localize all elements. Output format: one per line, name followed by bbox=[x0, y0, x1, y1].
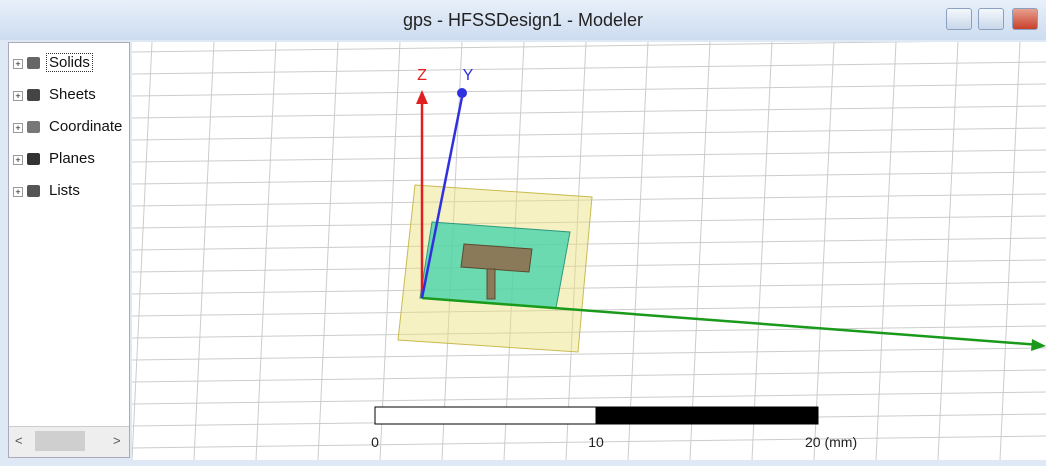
y-arrow bbox=[457, 88, 467, 98]
expand-toggle[interactable]: + bbox=[13, 59, 23, 69]
project-tree: < > + Solids + Sheets + Coordinate + Planes + Lis… bbox=[8, 42, 130, 458]
tree-icon bbox=[27, 121, 40, 133]
tree-label: Planes bbox=[47, 150, 97, 167]
scale-label: 20 (mm) bbox=[805, 434, 857, 450]
modeler-window: gps - HFSSDesign1 - Modeler < > + Solids +… bbox=[0, 0, 1046, 466]
tree-label: Sheets bbox=[47, 86, 98, 103]
scrollbar[interactable]: < > bbox=[9, 426, 129, 457]
expand-toggle[interactable]: + bbox=[13, 123, 23, 133]
tree-label: Solids bbox=[47, 54, 92, 71]
title-bar: gps - HFSSDesign1 - Modeler bbox=[0, 0, 1046, 40]
window-title: gps - HFSSDesign1 - Modeler bbox=[0, 10, 1046, 31]
scroll-right[interactable]: > bbox=[113, 433, 121, 448]
scale-bar-white bbox=[375, 407, 596, 424]
viewport-bg bbox=[132, 42, 1046, 460]
scale-bar-black bbox=[596, 407, 818, 424]
scroll-left[interactable]: < bbox=[15, 433, 23, 448]
scroll-thumb[interactable] bbox=[35, 431, 85, 451]
patch bbox=[461, 244, 532, 272]
expand-toggle[interactable]: + bbox=[13, 91, 23, 101]
expand-toggle[interactable]: + bbox=[13, 187, 23, 197]
viewport: Z Y 0 10 20 (mm) bbox=[132, 42, 1046, 460]
scale-label: 10 bbox=[588, 434, 604, 450]
feed-line bbox=[487, 269, 495, 299]
tree-label: Coordinate bbox=[47, 118, 124, 135]
tree-label: Lists bbox=[47, 182, 82, 199]
tree-icon bbox=[27, 57, 40, 69]
minimize-button[interactable] bbox=[946, 8, 972, 30]
maximize-button[interactable] bbox=[978, 8, 1004, 30]
tree-icon bbox=[27, 89, 40, 101]
z-label: Z bbox=[417, 67, 427, 84]
close-button[interactable] bbox=[1012, 8, 1038, 30]
y-label: Y bbox=[463, 67, 474, 84]
tree-icon bbox=[27, 153, 40, 165]
tree-icon bbox=[27, 185, 40, 197]
expand-toggle[interactable]: + bbox=[13, 155, 23, 165]
scale-label: 0 bbox=[371, 434, 379, 450]
